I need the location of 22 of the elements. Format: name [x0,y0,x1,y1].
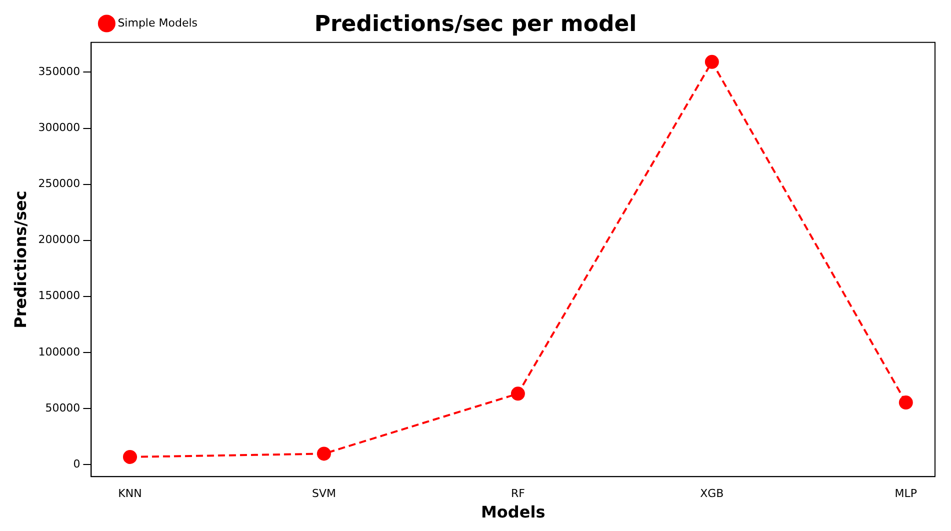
y-tick-label: 350000 [38,65,80,78]
point [122,450,137,464]
point [704,54,719,69]
y-tick-label: 200000 [38,233,80,246]
y-tick-label: 250000 [38,177,80,190]
x-tick-label: KNN [118,487,142,500]
x-tick-label: SVM [312,487,336,500]
x-tick-label: RF [510,487,525,500]
x-tick-label: MLP [894,487,918,500]
y-tick-label: 300000 [38,121,80,134]
legend-label: Simple Models [118,16,198,30]
x-tick-label: XGB [700,487,724,500]
point [510,386,525,401]
point [316,446,331,461]
y-tick-label: 100000 [38,345,80,358]
point [898,396,913,410]
y-axis-title: Predictions/sec [10,190,30,328]
chart-title: Predictions/sec per model [314,12,637,37]
y-tick-label: 50000 [45,401,80,414]
x-axis-title: Models [480,502,546,522]
y-tick-label: 0 [73,457,80,470]
y-tick-label: 150000 [38,289,80,302]
